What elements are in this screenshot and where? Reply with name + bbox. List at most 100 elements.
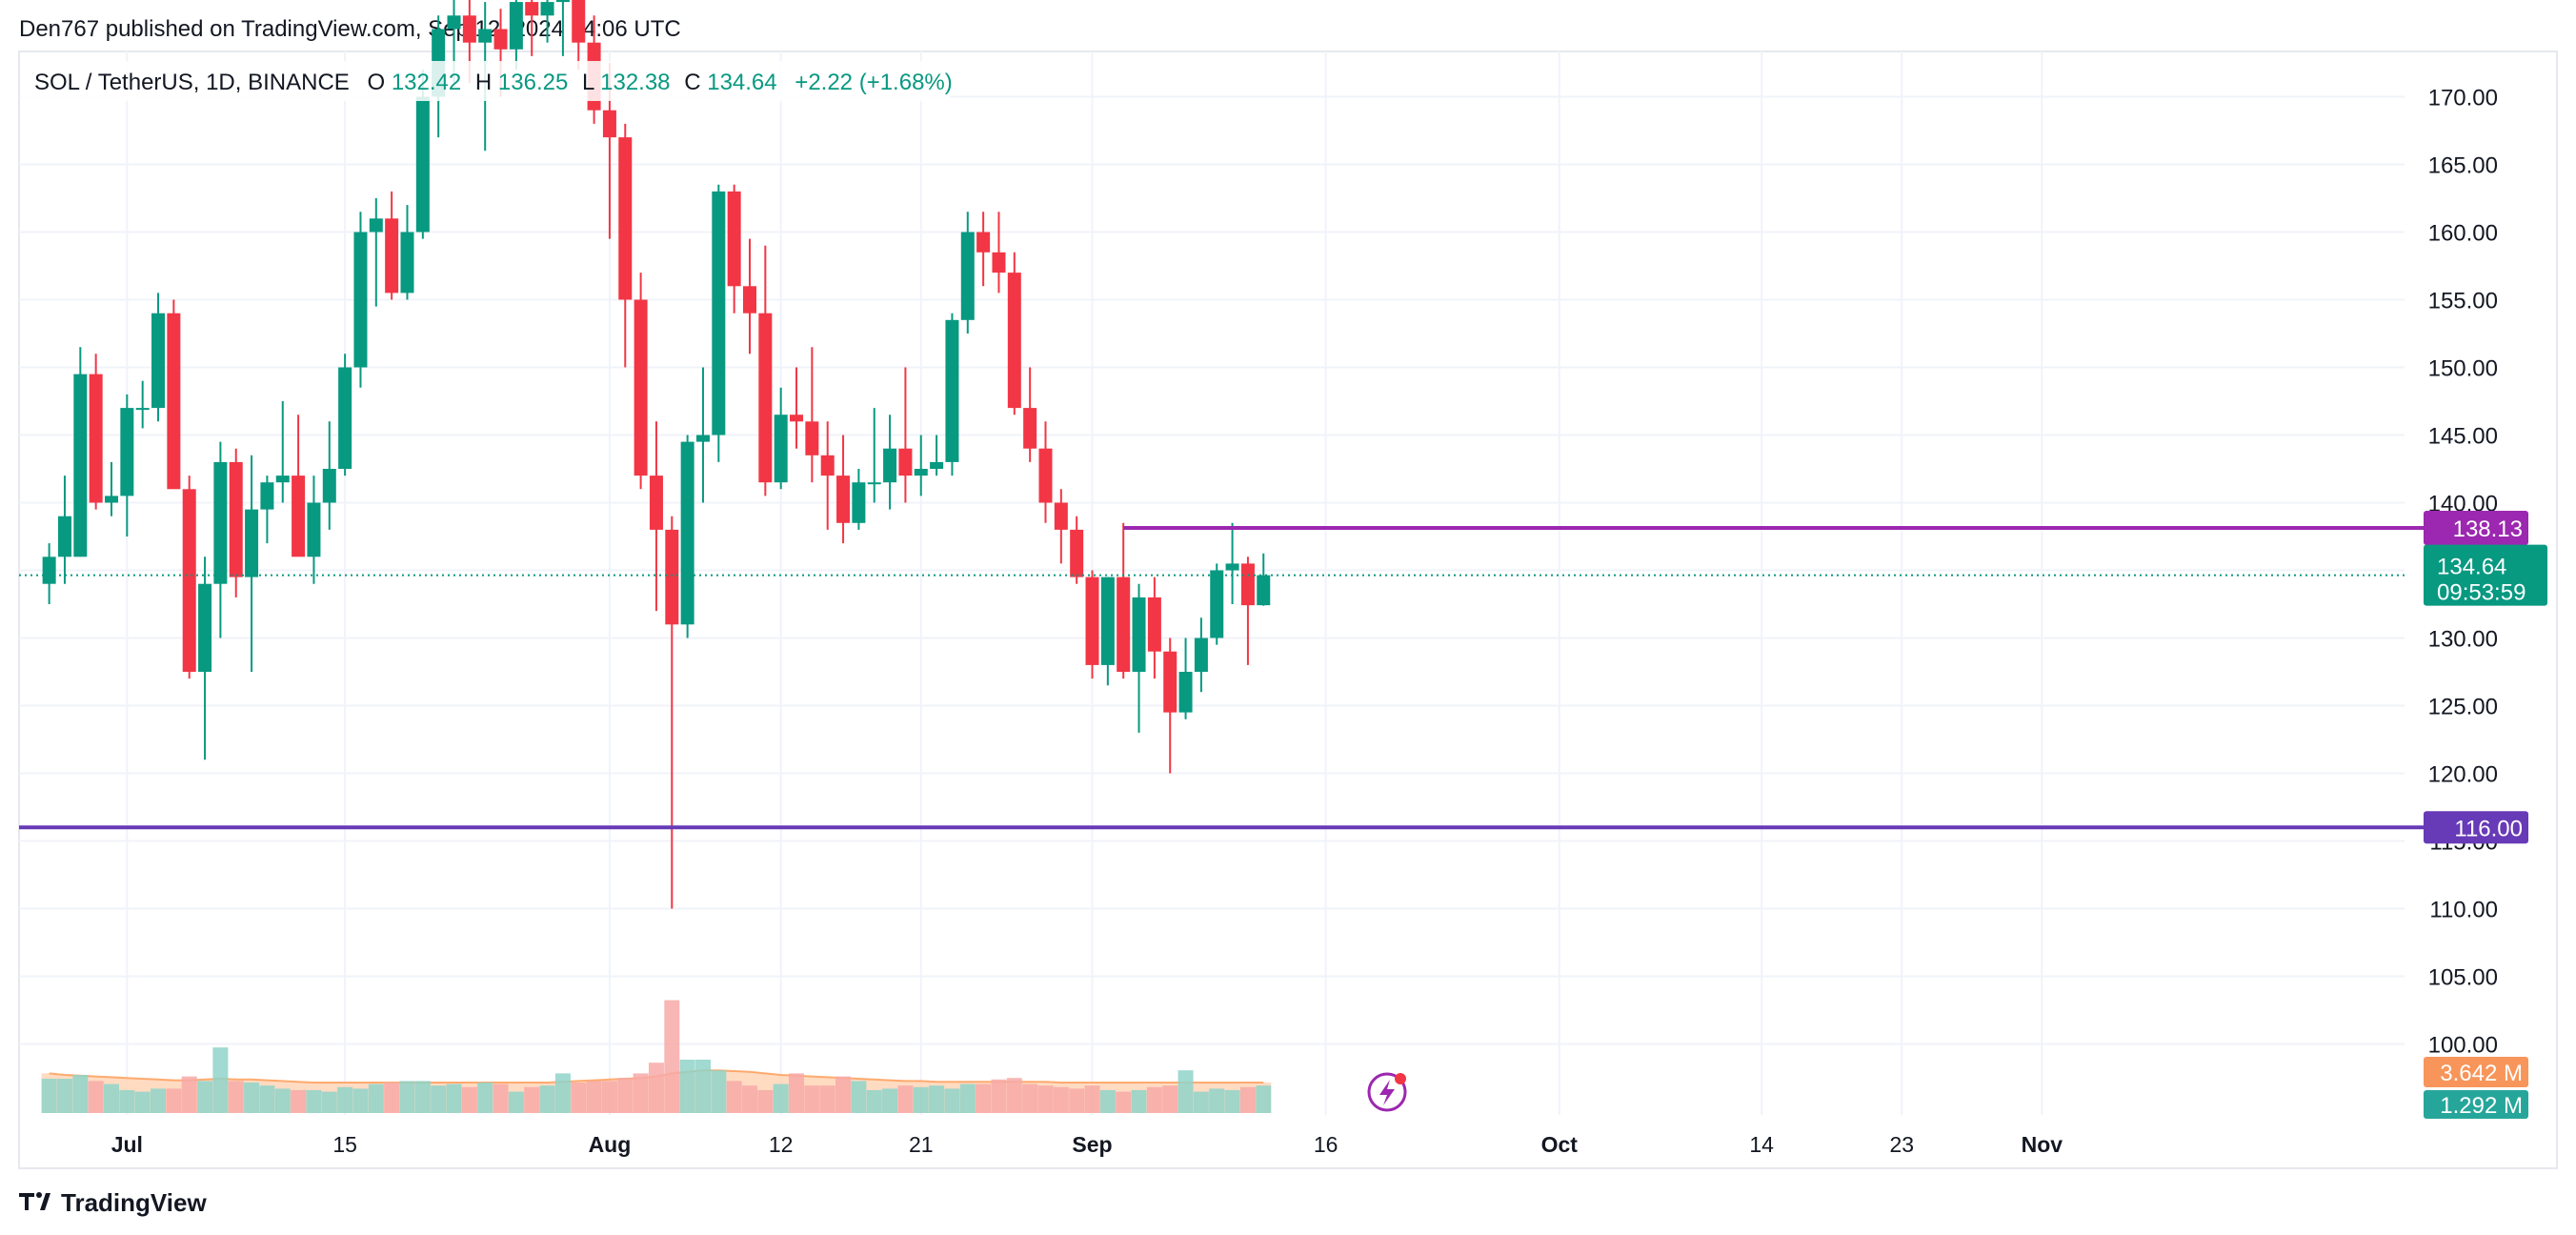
time-tick-label[interactable]: 15: [332, 1132, 357, 1157]
candle-body[interactable]: [1194, 638, 1208, 673]
candle-body[interactable]: [275, 476, 290, 483]
candle-body[interactable]: [400, 232, 414, 294]
candle-body[interactable]: [509, 2, 523, 50]
price-tick-label[interactable]: 130.00: [2428, 627, 2498, 653]
candle-body[interactable]: [680, 441, 694, 625]
candle-body[interactable]: [743, 286, 756, 314]
candle-body[interactable]: [555, 0, 570, 3]
candle-body[interactable]: [852, 482, 866, 523]
candle-body[interactable]: [914, 469, 928, 476]
candle-body[interactable]: [462, 15, 476, 43]
price-tick-label[interactable]: 105.00: [2428, 965, 2498, 991]
candle-body[interactable]: [213, 461, 228, 584]
price-tick-label[interactable]: 125.00: [2428, 695, 2498, 720]
candle-body[interactable]: [883, 448, 897, 483]
time-tick-label[interactable]: Jul: [111, 1132, 143, 1157]
time-tick-label[interactable]: Sep: [1072, 1132, 1112, 1157]
price-tick-label[interactable]: 165.00: [2428, 153, 2498, 179]
candle-body[interactable]: [385, 218, 399, 294]
candle-body[interactable]: [151, 313, 166, 409]
candle-body[interactable]: [540, 2, 554, 16]
candle-body[interactable]: [1007, 273, 1021, 409]
candle-body[interactable]: [774, 415, 788, 483]
candle-body[interactable]: [338, 367, 352, 470]
price-tick-label[interactable]: 170.00: [2428, 86, 2498, 111]
candle-body[interactable]: [712, 191, 726, 435]
candle-body[interactable]: [976, 232, 991, 253]
candle-body[interactable]: [120, 408, 134, 496]
tradingview-brand[interactable]: TradingView: [61, 1188, 207, 1217]
candle-body[interactable]: [1257, 575, 1271, 606]
candle-body[interactable]: [727, 191, 741, 287]
time-tick-label[interactable]: 16: [1314, 1132, 1338, 1157]
candle-body[interactable]: [1147, 597, 1161, 652]
candle-body[interactable]: [1054, 502, 1068, 530]
candle-body[interactable]: [322, 469, 336, 503]
candle-body[interactable]: [1210, 570, 1224, 638]
candle-body[interactable]: [790, 415, 804, 422]
candle-body[interactable]: [89, 374, 103, 503]
candle-body[interactable]: [1023, 408, 1037, 449]
candle-body[interactable]: [229, 461, 243, 577]
time-axis[interactable]: Jul 15 Aug 12 21 Sep 16 Oct 14 23 Nov: [111, 1132, 2063, 1157]
candle-body[interactable]: [369, 218, 383, 233]
candle-body[interactable]: [665, 529, 679, 625]
candle-body[interactable]: [525, 2, 539, 16]
price-tick-label[interactable]: 160.00: [2428, 221, 2498, 247]
candle-body[interactable]: [1163, 651, 1177, 713]
candle-body[interactable]: [960, 232, 975, 320]
candle-body[interactable]: [1085, 577, 1099, 665]
candle-body[interactable]: [898, 448, 913, 476]
price-tick-label[interactable]: 110.00: [2429, 898, 2498, 923]
candle-body[interactable]: [695, 435, 710, 442]
candle-body[interactable]: [634, 299, 648, 476]
candle-body[interactable]: [618, 137, 633, 300]
candle-body[interactable]: [447, 15, 461, 30]
candle-body[interactable]: [1225, 563, 1239, 571]
candle-body[interactable]: [292, 476, 306, 557]
time-tick-label[interactable]: 23: [1889, 1132, 1914, 1157]
price-tick-label[interactable]: 150.00: [2428, 356, 2498, 382]
price-tick-label[interactable]: 155.00: [2428, 289, 2498, 314]
candle-body[interactable]: [105, 496, 118, 503]
candle-body[interactable]: [945, 319, 959, 462]
candle-body[interactable]: [930, 461, 944, 469]
candle-body[interactable]: [478, 29, 493, 43]
candle-body[interactable]: [307, 502, 321, 557]
candle-body[interactable]: [415, 96, 430, 233]
candle-body[interactable]: [1132, 597, 1146, 672]
time-tick-label[interactable]: 21: [909, 1132, 934, 1157]
candle-body[interactable]: [820, 455, 835, 476]
price-tick-label[interactable]: 100.00: [2428, 1033, 2498, 1059]
time-tick-label[interactable]: Aug: [589, 1132, 632, 1157]
candle-body[interactable]: [805, 421, 819, 456]
candle-body[interactable]: [57, 516, 71, 557]
candle-body[interactable]: [260, 482, 274, 510]
candle-body[interactable]: [992, 252, 1006, 273]
alert-icon[interactable]: [1367, 1072, 1407, 1112]
candle-body[interactable]: [867, 482, 881, 485]
candle-body[interactable]: [602, 110, 616, 138]
candle-body[interactable]: [198, 583, 212, 672]
time-tick-label[interactable]: Nov: [2022, 1132, 2063, 1157]
candle-body[interactable]: [135, 408, 150, 411]
time-tick-label[interactable]: Oct: [1541, 1132, 1579, 1157]
candle-body[interactable]: [353, 232, 368, 368]
horizontal-lines[interactable]: [19, 526, 2424, 830]
candle-body[interactable]: [493, 29, 508, 50]
candle-body[interactable]: [1240, 563, 1255, 606]
candle-body[interactable]: [572, 0, 586, 43]
candle-body[interactable]: [1117, 577, 1131, 672]
candle-body[interactable]: [649, 476, 663, 530]
candle-body[interactable]: [182, 489, 196, 672]
candle-body[interactable]: [836, 476, 851, 523]
time-tick-label[interactable]: 12: [769, 1132, 794, 1157]
candle-body[interactable]: [73, 374, 88, 557]
candle-body[interactable]: [42, 557, 56, 584]
time-tick-label[interactable]: 14: [1749, 1132, 1774, 1157]
candle-body[interactable]: [1038, 448, 1053, 503]
candle-body[interactable]: [245, 509, 259, 577]
candle-body[interactable]: [1070, 529, 1084, 577]
candle-body[interactable]: [1100, 577, 1115, 665]
